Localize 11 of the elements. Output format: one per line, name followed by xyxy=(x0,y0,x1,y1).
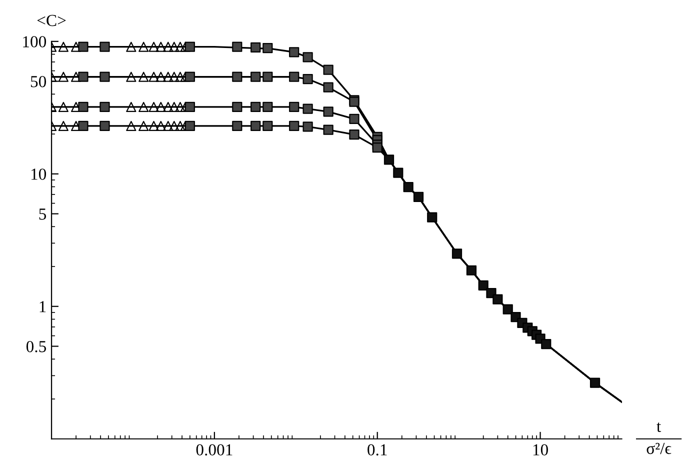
x-tick-label: 0.001 xyxy=(196,444,232,456)
y-tick-label: 50 xyxy=(30,76,46,88)
x-tick-label: 10 xyxy=(533,444,548,456)
y-tick-label: 10 xyxy=(31,168,46,180)
y-tick-label: 100 xyxy=(23,36,46,48)
y-tick-label: 0.5 xyxy=(26,340,46,352)
x-tick-label: 0.1 xyxy=(368,444,387,456)
y-tick-label: 5 xyxy=(39,208,46,220)
y-tick-label: 1 xyxy=(40,301,46,312)
y-axis-title: <C> xyxy=(37,14,66,26)
x-axis-title: t σ²/ϵ xyxy=(646,422,672,454)
